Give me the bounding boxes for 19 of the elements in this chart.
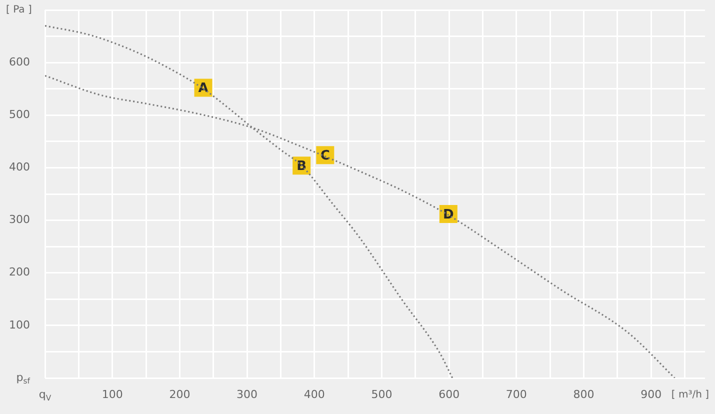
x-tick-label: 300 xyxy=(236,388,258,401)
y-tick-label: 500 xyxy=(9,108,30,121)
y-tick-label: 200 xyxy=(9,266,30,279)
y-tick-label: 600 xyxy=(9,55,30,68)
x-tick-label: 600 xyxy=(438,388,460,401)
x-tick-label: 200 xyxy=(169,388,190,401)
x-tick-label: 500 xyxy=(371,388,392,401)
x-tick-label: 800 xyxy=(573,388,594,401)
y-axis-title: [ Pa ] xyxy=(6,4,32,16)
y-tick-label: 400 xyxy=(9,160,30,174)
y-tick-label: 100 xyxy=(9,318,30,332)
x-axis-title: [ m³/h ] xyxy=(671,390,710,401)
annotation: C xyxy=(320,148,330,164)
x-tick-label: 100 xyxy=(102,388,123,401)
x-tick-label: 700 xyxy=(506,388,527,401)
x-tick-label: 900 xyxy=(640,388,662,401)
y-tick-label: 300 xyxy=(9,213,30,226)
x-tick-label: 400 xyxy=(304,388,325,401)
annotation: D xyxy=(443,207,454,222)
